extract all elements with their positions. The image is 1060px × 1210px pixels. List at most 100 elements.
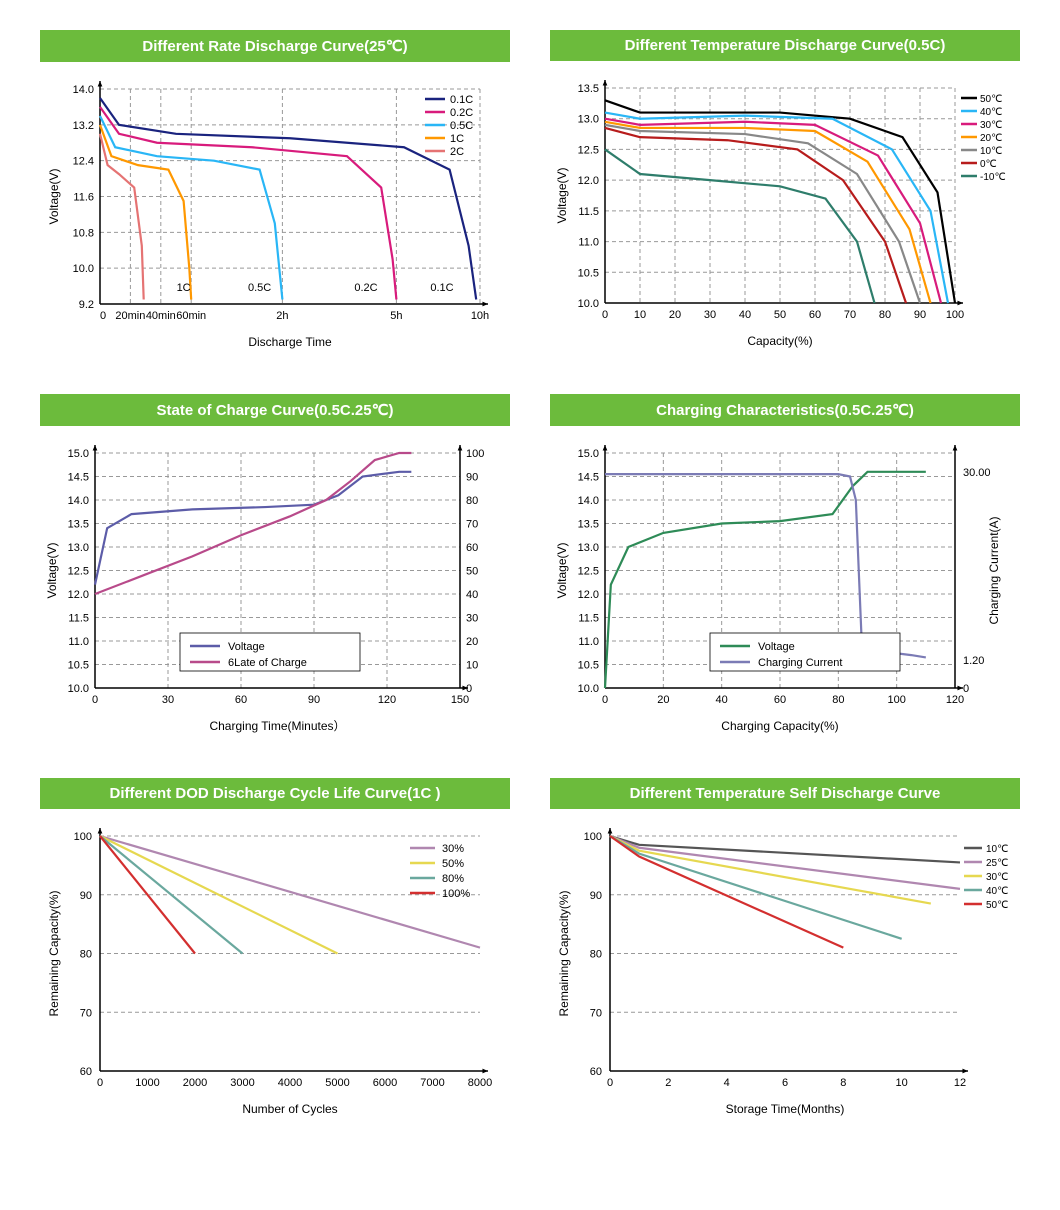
svg-text:60: 60 bbox=[466, 542, 478, 554]
svg-text:Remaining Capacity(%): Remaining Capacity(%) bbox=[557, 890, 571, 1016]
svg-text:0.2C: 0.2C bbox=[450, 107, 473, 119]
svg-text:7000: 7000 bbox=[420, 1077, 444, 1089]
svg-text:14.5: 14.5 bbox=[68, 472, 89, 484]
svg-text:8: 8 bbox=[840, 1077, 846, 1089]
svg-text:60: 60 bbox=[80, 1066, 92, 1078]
panel-temp-discharge: Different Temperature Discharge Curve(0.… bbox=[550, 30, 1020, 354]
svg-text:12.4: 12.4 bbox=[73, 156, 94, 168]
svg-text:2C: 2C bbox=[450, 146, 464, 158]
svg-text:0.5C: 0.5C bbox=[248, 282, 271, 294]
svg-text:14.5: 14.5 bbox=[578, 472, 599, 484]
svg-text:Voltage: Voltage bbox=[228, 641, 265, 653]
svg-text:100: 100 bbox=[466, 448, 484, 460]
svg-text:20: 20 bbox=[466, 636, 478, 648]
chart-soc: 10.010.511.011.512.012.513.013.514.014.5… bbox=[40, 438, 510, 738]
svg-text:4: 4 bbox=[724, 1077, 730, 1089]
svg-text:12.5: 12.5 bbox=[578, 566, 599, 578]
svg-text:-10℃: -10℃ bbox=[980, 172, 1006, 183]
svg-text:Charging Time(Minutes）: Charging Time(Minutes） bbox=[209, 719, 345, 733]
svg-text:2000: 2000 bbox=[183, 1077, 207, 1089]
svg-text:10: 10 bbox=[896, 1077, 908, 1089]
svg-text:10.0: 10.0 bbox=[73, 263, 94, 275]
svg-text:12: 12 bbox=[954, 1077, 966, 1089]
svg-text:12.0: 12.0 bbox=[578, 589, 599, 601]
svg-text:4000: 4000 bbox=[278, 1077, 302, 1089]
svg-text:30.00: 30.00 bbox=[963, 467, 991, 479]
svg-text:Storage Time(Months): Storage Time(Months) bbox=[726, 1102, 845, 1116]
panel-dod: Different DOD Discharge Cycle Life Curve… bbox=[40, 778, 510, 1121]
svg-text:0.2C: 0.2C bbox=[354, 282, 377, 294]
svg-text:Charging Current: Charging Current bbox=[758, 657, 842, 669]
svg-text:0.1C: 0.1C bbox=[450, 94, 473, 106]
svg-text:80: 80 bbox=[466, 495, 478, 507]
svg-text:70: 70 bbox=[844, 309, 856, 321]
svg-text:0℃: 0℃ bbox=[980, 159, 997, 170]
svg-text:100%: 100% bbox=[442, 888, 470, 900]
svg-text:11.5: 11.5 bbox=[578, 613, 599, 625]
svg-text:80: 80 bbox=[80, 949, 92, 961]
title-charging: Charging Characteristics(0.5C.25℃) bbox=[550, 394, 1020, 426]
svg-text:100: 100 bbox=[74, 831, 92, 843]
svg-text:Voltage(V): Voltage(V) bbox=[47, 168, 61, 224]
svg-text:10.0: 10.0 bbox=[578, 298, 599, 310]
chart-rate-discharge: 9.210.010.811.612.413.214.0020min40min60… bbox=[40, 74, 510, 354]
svg-text:11.0: 11.0 bbox=[578, 636, 599, 648]
svg-text:60min: 60min bbox=[176, 310, 206, 322]
svg-text:40: 40 bbox=[739, 309, 751, 321]
svg-text:2: 2 bbox=[665, 1077, 671, 1089]
svg-text:60: 60 bbox=[235, 694, 247, 706]
svg-text:10.0: 10.0 bbox=[68, 683, 89, 695]
svg-text:6Late of Charge: 6Late of Charge bbox=[228, 657, 307, 669]
svg-text:90: 90 bbox=[466, 472, 478, 484]
svg-text:10℃: 10℃ bbox=[980, 146, 1002, 157]
svg-text:Voltage(V): Voltage(V) bbox=[45, 542, 59, 598]
title-temp-discharge: Different Temperature Discharge Curve(0.… bbox=[550, 30, 1020, 61]
svg-text:0.1C: 0.1C bbox=[430, 282, 453, 294]
chart-grid: Different Rate Discharge Curve(25℃) 9.21… bbox=[40, 30, 1020, 1121]
svg-text:10.5: 10.5 bbox=[68, 660, 89, 672]
svg-text:10.0: 10.0 bbox=[578, 683, 599, 695]
svg-text:40: 40 bbox=[716, 694, 728, 706]
svg-text:10.8: 10.8 bbox=[73, 227, 94, 239]
svg-text:13.5: 13.5 bbox=[578, 83, 599, 95]
svg-text:11.0: 11.0 bbox=[68, 636, 89, 648]
svg-text:0: 0 bbox=[607, 1077, 613, 1089]
svg-text:2h: 2h bbox=[276, 310, 288, 322]
panel-rate-discharge: Different Rate Discharge Curve(25℃) 9.21… bbox=[40, 30, 510, 354]
svg-text:30℃: 30℃ bbox=[986, 872, 1008, 883]
svg-text:Discharge Time: Discharge Time bbox=[248, 335, 332, 349]
svg-text:Voltage: Voltage bbox=[758, 641, 795, 653]
svg-text:90: 90 bbox=[914, 309, 926, 321]
chart-dod: 6070809010001000200030004000500060007000… bbox=[40, 821, 510, 1121]
svg-text:80: 80 bbox=[590, 949, 602, 961]
svg-text:40min: 40min bbox=[146, 310, 176, 322]
svg-text:20℃: 20℃ bbox=[980, 133, 1002, 144]
chart-charging: 10.010.511.011.512.012.513.013.514.014.5… bbox=[550, 438, 1020, 738]
svg-text:1C: 1C bbox=[177, 282, 191, 294]
svg-text:0: 0 bbox=[97, 1077, 103, 1089]
svg-text:100: 100 bbox=[887, 694, 905, 706]
panel-self-discharge: Different Temperature Self Discharge Cur… bbox=[550, 778, 1020, 1121]
svg-text:Capacity(%): Capacity(%) bbox=[747, 334, 812, 348]
svg-text:20min: 20min bbox=[115, 310, 145, 322]
svg-text:Charging Current(A): Charging Current(A) bbox=[987, 516, 1001, 624]
svg-text:12.0: 12.0 bbox=[68, 589, 89, 601]
svg-text:5000: 5000 bbox=[325, 1077, 349, 1089]
svg-text:40℃: 40℃ bbox=[986, 886, 1008, 897]
chart-self-discharge: 6070809010002468101210℃25℃30℃40℃50℃Stora… bbox=[550, 821, 1020, 1121]
svg-text:3000: 3000 bbox=[230, 1077, 254, 1089]
svg-text:30℃: 30℃ bbox=[980, 120, 1002, 131]
svg-text:0: 0 bbox=[602, 694, 608, 706]
svg-text:14.0: 14.0 bbox=[73, 84, 94, 96]
svg-text:12.5: 12.5 bbox=[68, 566, 89, 578]
svg-text:20: 20 bbox=[669, 309, 681, 321]
svg-text:40℃: 40℃ bbox=[980, 107, 1002, 118]
svg-text:10: 10 bbox=[466, 660, 478, 672]
svg-text:60: 60 bbox=[809, 309, 821, 321]
svg-text:13.0: 13.0 bbox=[68, 542, 89, 554]
svg-text:6000: 6000 bbox=[373, 1077, 397, 1089]
svg-text:90: 90 bbox=[80, 890, 92, 902]
svg-text:30%: 30% bbox=[442, 843, 464, 855]
svg-text:50: 50 bbox=[466, 566, 478, 578]
svg-text:15.0: 15.0 bbox=[578, 448, 599, 460]
